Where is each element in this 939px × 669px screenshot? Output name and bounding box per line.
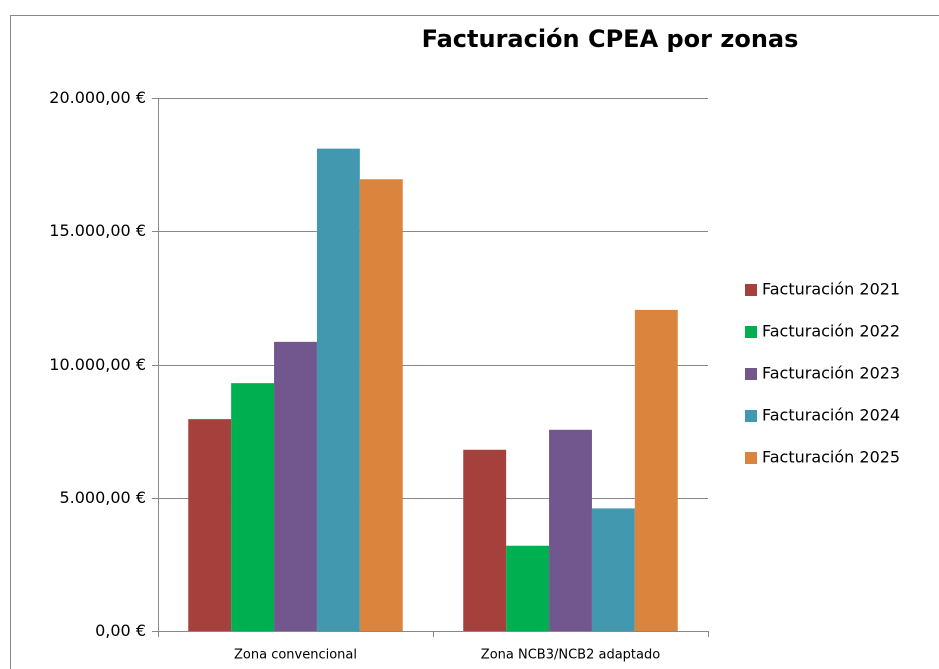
legend-swatch: [745, 452, 757, 464]
bar: [188, 419, 232, 631]
y-tick-label: 20.000,00 €: [49, 88, 146, 107]
bar: [549, 429, 592, 631]
legend-label: Facturación 2024: [762, 406, 900, 425]
legend-label: Facturación 2023: [762, 364, 900, 383]
bar: [231, 383, 275, 631]
y-tick-label: 5.000,00 €: [59, 488, 146, 507]
legend-label: Facturación 2021: [762, 280, 900, 299]
bar: [359, 179, 403, 631]
legend-swatch: [745, 368, 757, 380]
bar: [274, 341, 317, 631]
bar: [634, 309, 678, 631]
bar: [316, 148, 360, 631]
y-tick-label: 0,00 €: [95, 621, 146, 640]
legend-label: Facturación 2025: [762, 448, 900, 467]
legend-swatch: [745, 326, 757, 338]
x-tick-label: Zona NCB3/NCB2 adaptado: [481, 648, 660, 663]
bar: [463, 449, 507, 631]
y-tick-label: 10.000,00 €: [49, 355, 146, 374]
bar: [591, 508, 635, 631]
legend-swatch: [745, 410, 757, 422]
bar: [506, 545, 550, 631]
legend-swatch: [745, 284, 757, 296]
x-tick-label: Zona convencional: [234, 648, 357, 663]
y-tick-label: 15.000,00 €: [49, 221, 146, 240]
legend-label: Facturación 2022: [762, 322, 900, 341]
chart-title: Facturación CPEA por zonas: [422, 25, 799, 53]
